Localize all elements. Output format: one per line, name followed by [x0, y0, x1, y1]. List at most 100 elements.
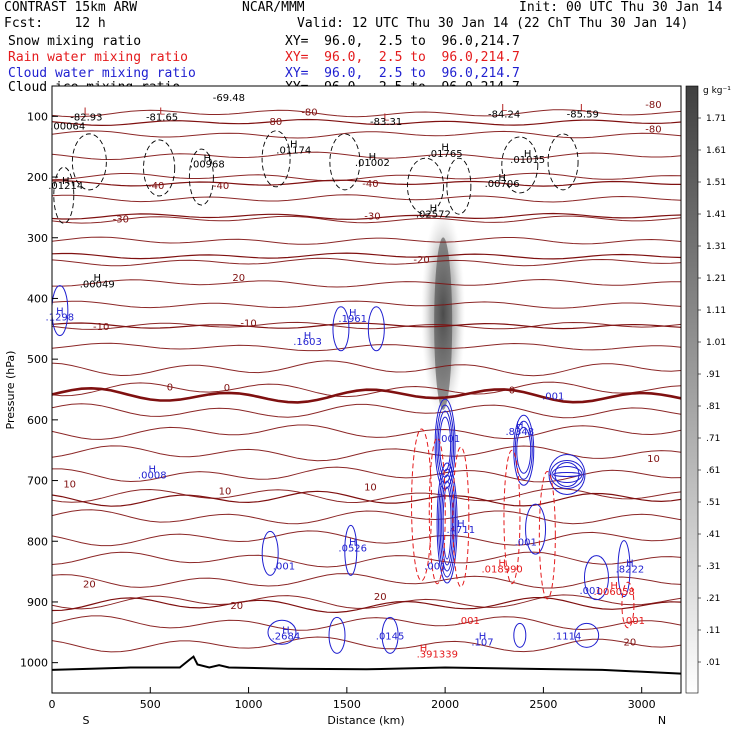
contour-annotation: H: [441, 143, 449, 154]
contour-annotation: .0526: [338, 543, 367, 554]
cloud-ice-contour: [446, 157, 472, 215]
cloud-ice-contour: [547, 133, 579, 191]
colorbar-label: 1.01: [706, 338, 726, 348]
temperature-contour-line: [52, 445, 681, 462]
colorbar-label: .71: [706, 434, 720, 444]
contour-annotation: H: [479, 631, 487, 642]
cloud-water-contour: [552, 471, 581, 477]
temperature-contour-line: [52, 342, 681, 352]
contour-annotation: 20: [230, 601, 243, 612]
field-name-cloudwater: Cloud water mixing ratio: [8, 66, 196, 81]
temperature-contour--10: [52, 322, 681, 330]
colorbar-label: .81: [706, 402, 720, 412]
y-tick-label: 400: [27, 292, 48, 305]
y-axis: 100 200 300 400 500 600 700 800 900 1000: [20, 110, 58, 670]
contour-annotation: -80: [301, 107, 317, 118]
rain-water-contour: [411, 428, 433, 582]
contour-annotation: H: [148, 464, 156, 475]
contour-annotation: .001: [579, 586, 601, 597]
temperature-contour-10: [52, 490, 681, 507]
temperature-contour-line: [52, 509, 681, 525]
contour-annotation: -40: [213, 181, 229, 192]
temperature-contour-line: [52, 130, 681, 139]
field-name-rain: Rain water mixing ratio: [8, 50, 189, 65]
contour-annotation: 0: [167, 382, 173, 393]
contour-annotation: .01015: [510, 155, 545, 166]
cloud-water-contour: [381, 616, 399, 654]
temperature-contour-0: [52, 386, 681, 404]
colorbar-label: .31: [706, 562, 720, 572]
contour-annotation: .001: [424, 562, 446, 573]
contour-annotation: H: [349, 308, 357, 319]
contour-annotation: -40: [362, 179, 378, 190]
contour-annotation: .0145: [376, 631, 405, 642]
contour-annotation: 0: [509, 386, 515, 397]
y-tick-label: 300: [27, 232, 48, 245]
contour-annotation: .01765: [428, 149, 463, 160]
temperature-contour--80: [52, 118, 681, 127]
contour-annotation: H: [282, 625, 290, 636]
temperature-contour-line: [52, 551, 681, 568]
contour-annotation: 10: [219, 486, 232, 497]
terrain-line: [52, 655, 681, 675]
colorbar-label: 1.31: [706, 242, 726, 252]
plot-area: L-82.93L-81.65-69.48L-83.31L-84.24L-85.5…: [20, 85, 682, 711]
contour-annotation: .001: [623, 616, 645, 627]
snow-shading: [421, 207, 466, 420]
contour-annotation: H: [498, 558, 506, 569]
contour-annotation: .4711: [447, 525, 476, 536]
init-time: Init: 00 UTC Thu 30 Jan 14: [519, 0, 723, 15]
cloud-ice-contour: [501, 136, 539, 194]
contour-annotation: 0: [224, 383, 230, 394]
contour-annotation: -20: [413, 255, 429, 266]
temperature-contour--30: [52, 212, 681, 220]
y-tick-label: 100: [27, 110, 48, 123]
temperature-contour-line: [52, 172, 681, 182]
rain-water-contour: [621, 581, 635, 629]
y-tick-label: 1000: [20, 657, 48, 670]
temperature-contour-line: [52, 381, 681, 398]
contour-annotation: -82.93: [70, 112, 102, 123]
terrain-surface: [52, 655, 681, 675]
field-xy-rain: XY= 96.0, 2.5 to 96.0,214.7: [285, 50, 520, 65]
contour-annotation: 20: [232, 273, 245, 284]
contour-annotation: .001: [542, 392, 564, 403]
temperature-contour-line: [52, 594, 681, 610]
cloud-ice-contour: [188, 148, 214, 206]
hydrometeor-contours: [52, 130, 635, 654]
contour-annotation: L: [580, 103, 586, 114]
cloud-water-contour: [516, 426, 532, 474]
colorbar-label: .21: [706, 594, 720, 604]
cloud-water-contour: [344, 524, 358, 576]
south-label: S: [83, 714, 90, 727]
contour-annotation: H: [349, 537, 357, 548]
contour-annotation: H: [610, 581, 618, 592]
colorbar-label: 1.51: [706, 178, 726, 188]
cloud-water-contour: [438, 468, 457, 578]
temperature-contour-line: [52, 487, 681, 504]
valid-time: Valid: 12 UTC Thu 30 Jan 14 (22 ChT Thu …: [297, 16, 689, 31]
cloud-ice-contour: [53, 166, 75, 224]
cloud-water-contour: [332, 306, 350, 352]
contour-annotation: -85.59: [567, 109, 599, 120]
contour-annotation: H: [56, 307, 64, 318]
contour-annotation: -30: [364, 211, 380, 222]
temperature-contour-line: [52, 278, 681, 288]
contour-annotation: .00968: [190, 160, 225, 171]
contour-annotation: .00706: [485, 179, 520, 190]
contour-annotation: L: [501, 103, 507, 114]
x-tick-label: 0: [49, 698, 56, 711]
contour-annotation: .1961: [338, 314, 367, 325]
contour-annotation: H: [457, 519, 465, 530]
rain-water-contour: [503, 449, 521, 585]
temperature-contour-line: [52, 194, 681, 203]
colorbar-label: 1.11: [706, 306, 726, 316]
contour-annotation: L: [383, 112, 389, 123]
cloud-water-contour: [617, 540, 631, 598]
colorbar-label: 1.61: [706, 146, 726, 156]
contour-annotation: -83.31: [370, 117, 402, 128]
contour-annotation: 10: [647, 454, 660, 465]
temperature-contour-line: [52, 236, 681, 245]
colorbar: g kg⁻¹ 1.71 1.61 1.51 1.41 1.31 1.21 1.11 1.01.…: [685, 85, 731, 694]
contour-annotation: H: [498, 173, 506, 184]
